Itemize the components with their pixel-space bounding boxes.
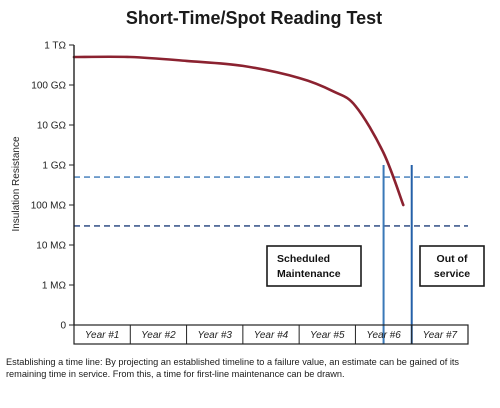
y-tick-label: 100 GΩ [31,81,66,92]
chart-title: Short-Time/Spot Reading Test [126,8,382,28]
y-tick-label: 1 GΩ [42,161,66,172]
y-tick-label: 10 GΩ [37,121,67,132]
y-tick-label: 100 MΩ [31,201,67,212]
y-ticks: 1 TΩ 100 GΩ 10 GΩ 1 GΩ 100 MΩ 10 MΩ 1 MΩ 0 [31,41,74,332]
x-tick-label: Year #6 [366,330,401,341]
annotation-line: Scheduled [277,253,330,265]
annotation-out-of-service: Out of service [419,245,485,287]
annotation-line: Out of [437,253,468,265]
resistance-curve [72,55,405,207]
x-tick-label: Year #1 [85,330,119,341]
figure-caption: Establishing a time line: By projecting … [6,357,460,379]
y-tick-label: 1 TΩ [44,41,66,52]
x-tick-label: Year #5 [310,330,345,341]
y-tick-label: 1 MΩ [42,281,67,292]
annotation-box [266,245,362,287]
x-tick-label: Year #7 [423,330,458,341]
annotation-line: Maintenance [277,268,341,280]
y-axis-label: Insulation Resistance [11,136,22,231]
x-ticks: Year #1 Year #2 Year #3 Year #4 Year #5 Year … [85,330,458,341]
x-tick-label: Year #4 [254,330,289,341]
x-tick-label: Year #3 [197,330,232,341]
series-layer [72,55,405,207]
x-axis-band [73,324,469,345]
reference-lines [74,165,468,344]
annotation-box [419,245,485,287]
x-tick-label: Year #2 [141,330,176,341]
y-tick-label: 0 [60,321,66,332]
chart: Short-Time/Spot Reading Test Insulation … [11,8,485,345]
annotation-line: service [434,268,470,280]
y-tick-label: 10 MΩ [36,241,66,252]
annotation-scheduled-maintenance: Scheduled Maintenance [266,245,362,287]
axes [73,45,469,345]
